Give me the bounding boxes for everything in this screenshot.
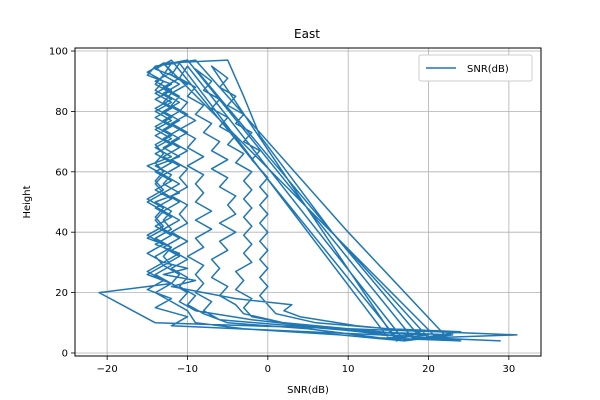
x-axis-label: SNR(dB)	[287, 385, 329, 396]
y-tick-label: 60	[55, 167, 68, 178]
x-tick-label: −10	[177, 364, 198, 375]
y-tick-label: 40	[55, 228, 68, 239]
grid-lines	[75, 48, 541, 356]
legend-box	[418, 54, 533, 82]
x-tick-label: 30	[502, 364, 515, 375]
x-tick-label: 0	[265, 364, 271, 375]
y-tick-label: 100	[49, 47, 68, 58]
series-line-snr	[98, 59, 518, 342]
y-tick-label: 20	[55, 288, 68, 299]
y-tick-label: 0	[62, 348, 68, 359]
legend-label: SNR(dB)	[467, 64, 509, 75]
y-axis-label: Height	[22, 185, 33, 218]
legend: SNR(dB)	[418, 54, 533, 82]
chart-title: East	[294, 27, 320, 41]
plot-frame	[74, 47, 542, 357]
y-tick-label: 80	[55, 107, 68, 118]
series-lines	[98, 59, 518, 342]
x-tick-label: 10	[342, 364, 355, 375]
axis-ticks: −20 −10 0 10 20 30 0 20 40 60 80 100	[49, 47, 515, 375]
x-tick-label: −20	[97, 364, 118, 375]
x-tick-label: 20	[422, 364, 435, 375]
